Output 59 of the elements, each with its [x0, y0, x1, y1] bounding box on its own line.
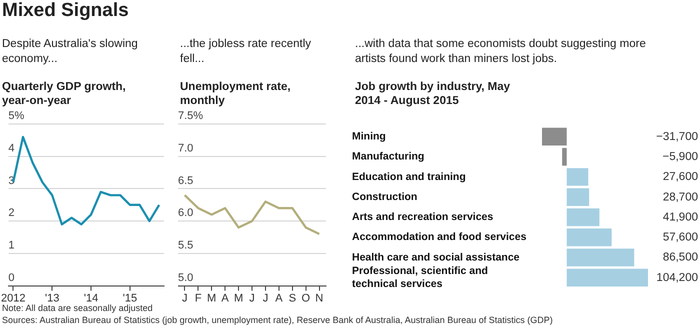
chart-subtitle: ...the jobless rate recently fell...	[180, 37, 312, 67]
bar	[566, 208, 600, 226]
chart-subtitle: ...with data that some economists doubt suggesting more artists found work than miners lost jobs.	[355, 37, 647, 67]
bar	[566, 168, 588, 186]
data-label: −31,700	[656, 130, 698, 143]
x-tick-label: O	[302, 292, 311, 304]
text: Note: All data are seasonally adjusted	[2, 303, 153, 313]
y-tick-label: 4	[8, 142, 14, 154]
x-tick-label: A	[275, 292, 284, 304]
y-tick-label: Accommodation and food services	[352, 231, 527, 244]
y-tick-label: Mining	[352, 130, 386, 143]
text: Job growth by industry, May 2014 - August 2015	[355, 80, 512, 108]
x-tick-label: A	[221, 292, 230, 304]
y-tick-label: 6.5	[178, 174, 194, 187]
bar	[566, 268, 648, 286]
chart-title: Unemployment rate, monthly	[180, 80, 292, 108]
y-tick-label: 7.5%	[178, 110, 204, 122]
bar	[562, 148, 567, 166]
y-tick-label: Arts and recreation services	[352, 211, 494, 224]
x-tick-label: M	[234, 292, 244, 304]
y-tick-label: 6.0	[178, 207, 194, 220]
x-tick-label: '14	[84, 292, 98, 304]
x-tick-label: J	[262, 292, 268, 304]
y-tick-label: 1	[8, 239, 14, 252]
y-tick-label: 0	[8, 272, 14, 284]
y-tick-label: Manufacturing	[352, 150, 424, 163]
x-tick-label: 2012	[0, 292, 26, 304]
x-tick-label: '13	[44, 292, 60, 304]
y-tick-label: Education and training	[352, 170, 466, 183]
text: Mixed Signals	[2, 0, 129, 22]
data-label: 104,200	[656, 272, 698, 284]
y-tick-label: 2	[8, 207, 14, 220]
y-tick-label: Health care and social assistance	[352, 251, 520, 264]
y-tick-label: 5%	[8, 110, 24, 122]
x-tick-label: '15	[122, 292, 138, 304]
y-tick-label: 5.0	[178, 272, 194, 284]
bar	[542, 128, 567, 146]
y-tick-label: 5.5	[178, 239, 194, 252]
source-note: Sources: Australian Bureau of Statistics (job growth, unemployment rate), Reserve Bank of Australia, Australian Bureau of Statistics (GDP)	[2, 315, 553, 325]
bar	[566, 248, 634, 266]
x-tick-label: J	[182, 292, 188, 304]
data-label: 27,600	[662, 171, 698, 184]
data-label: 86,500	[662, 252, 698, 264]
y-tick-label: 7.0	[178, 142, 194, 154]
x-tick-label: N	[315, 292, 324, 304]
y-tick-label: Professional, scientific and technical services	[352, 265, 488, 290]
data-label: 28,700	[662, 191, 698, 204]
y-tick-label: Construction	[352, 190, 418, 203]
x-tick-label: F	[194, 292, 202, 304]
data-label: −5,900	[662, 150, 698, 163]
x-tick-label: S	[288, 292, 296, 304]
data-label: 41,900	[662, 211, 698, 224]
x-tick-label: J	[249, 292, 255, 304]
data-label: 57,600	[662, 232, 698, 244]
chart-subtitle: Despite Australia's slowing economy...	[2, 37, 139, 67]
chart-title: Quarterly GDP growth, year-on-year	[2, 80, 127, 108]
bar	[566, 188, 590, 206]
x-tick-label: M	[207, 292, 216, 304]
bar	[566, 228, 612, 246]
